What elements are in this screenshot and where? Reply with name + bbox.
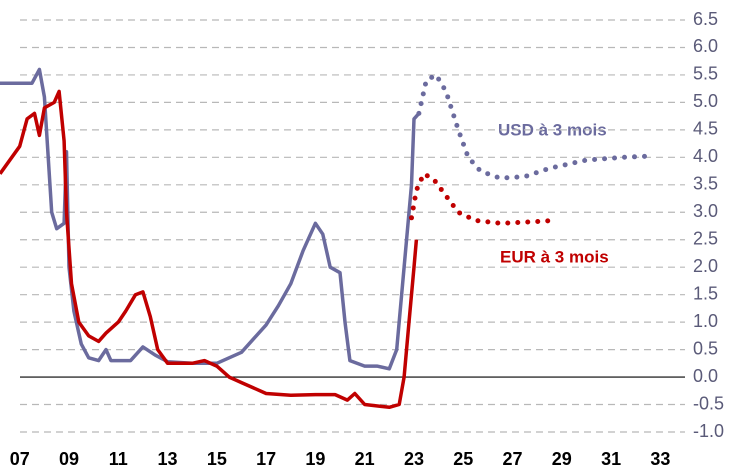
y-tick-label: 6.0 bbox=[693, 36, 718, 56]
x-tick-label: 09 bbox=[59, 449, 79, 469]
y-tick-label: 0.0 bbox=[693, 366, 718, 386]
x-tick-label: 33 bbox=[650, 449, 670, 469]
x-tick-label: 23 bbox=[404, 449, 424, 469]
x-tick-label: 13 bbox=[158, 449, 178, 469]
y-tick-label: 1.5 bbox=[693, 283, 718, 303]
x-tick-label: 25 bbox=[453, 449, 473, 469]
x-tick-label: 21 bbox=[355, 449, 375, 469]
y-tick-label: 4.0 bbox=[693, 146, 718, 166]
eur-label: EUR à 3 mois bbox=[500, 247, 609, 266]
y-tick-label: 0.5 bbox=[693, 338, 718, 358]
y-tick-label: 6.5 bbox=[693, 9, 718, 29]
x-tick-label: 31 bbox=[601, 449, 621, 469]
y-tick-label: 4.5 bbox=[693, 119, 718, 139]
y-tick-label: 3.5 bbox=[693, 174, 718, 194]
forecast-line bbox=[409, 170, 557, 226]
x-tick-label: 15 bbox=[207, 449, 227, 469]
y-tick-label: 1.0 bbox=[693, 311, 718, 331]
x-tick-label: 19 bbox=[305, 449, 325, 469]
history-line bbox=[0, 89, 419, 410]
y-tick-label: 2.0 bbox=[693, 256, 718, 276]
x-tick-label: 17 bbox=[256, 449, 276, 469]
x-tick-label: 11 bbox=[109, 449, 128, 469]
x-tick-label: 07 bbox=[10, 449, 30, 469]
forecast-line bbox=[416, 71, 651, 181]
y-tick-label: -0.5 bbox=[693, 393, 724, 413]
y-tick-label: -1.0 bbox=[693, 421, 724, 441]
y-tick-label: 2.5 bbox=[693, 228, 718, 248]
x-tick-label: 27 bbox=[503, 449, 523, 469]
y-tick-label: 5.0 bbox=[693, 91, 718, 111]
x-tick-label: 29 bbox=[552, 449, 572, 469]
y-tick-label: 3.0 bbox=[693, 201, 718, 221]
y-tick-label: 5.5 bbox=[693, 64, 718, 84]
